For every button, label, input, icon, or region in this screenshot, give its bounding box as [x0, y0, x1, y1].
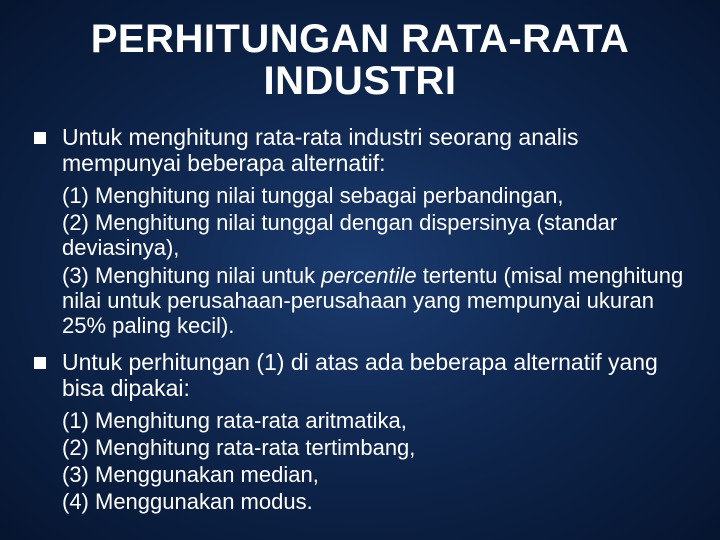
bullet-row-2: Untuk perhitungan (1) di atas ada bebera… [34, 349, 690, 402]
bullet-row-1: Untuk menghitung rata-rata industri seor… [34, 124, 690, 177]
square-bullet-icon [34, 132, 46, 144]
sub-block-1: (1) Menghitung nilai tunggal sebagai per… [34, 183, 690, 339]
slide-body: Untuk menghitung rata-rata industri seor… [30, 124, 690, 515]
sub-item: (1) Menghitung rata-rata aritmatika, [62, 408, 690, 433]
lead-text-1: Untuk menghitung rata-rata industri seor… [62, 124, 690, 177]
title-line-1: PERHITUNGAN RATA-RATA [30, 18, 690, 60]
sub-item: (3) Menghitung nilai untuk percentile te… [62, 263, 690, 339]
slide-title: PERHITUNGAN RATA-RATA INDUSTRI [30, 18, 690, 102]
sub-item: (3) Menggunakan median, [62, 462, 690, 487]
sub-item: (2) Menghitung nilai tunggal dengan disp… [62, 210, 690, 261]
square-bullet-icon [34, 357, 46, 369]
sub-block-2: (1) Menghitung rata-rata aritmatika, (2)… [34, 408, 690, 515]
lead-text-2: Untuk perhitungan (1) di atas ada bebera… [62, 349, 690, 402]
sub-item: (4) Menggunakan modus. [62, 489, 690, 514]
sub-item: (2) Menghitung rata-rata tertimbang, [62, 435, 690, 460]
title-line-2: INDUSTRI [30, 60, 690, 102]
sub-item: (1) Menghitung nilai tunggal sebagai per… [62, 183, 690, 208]
